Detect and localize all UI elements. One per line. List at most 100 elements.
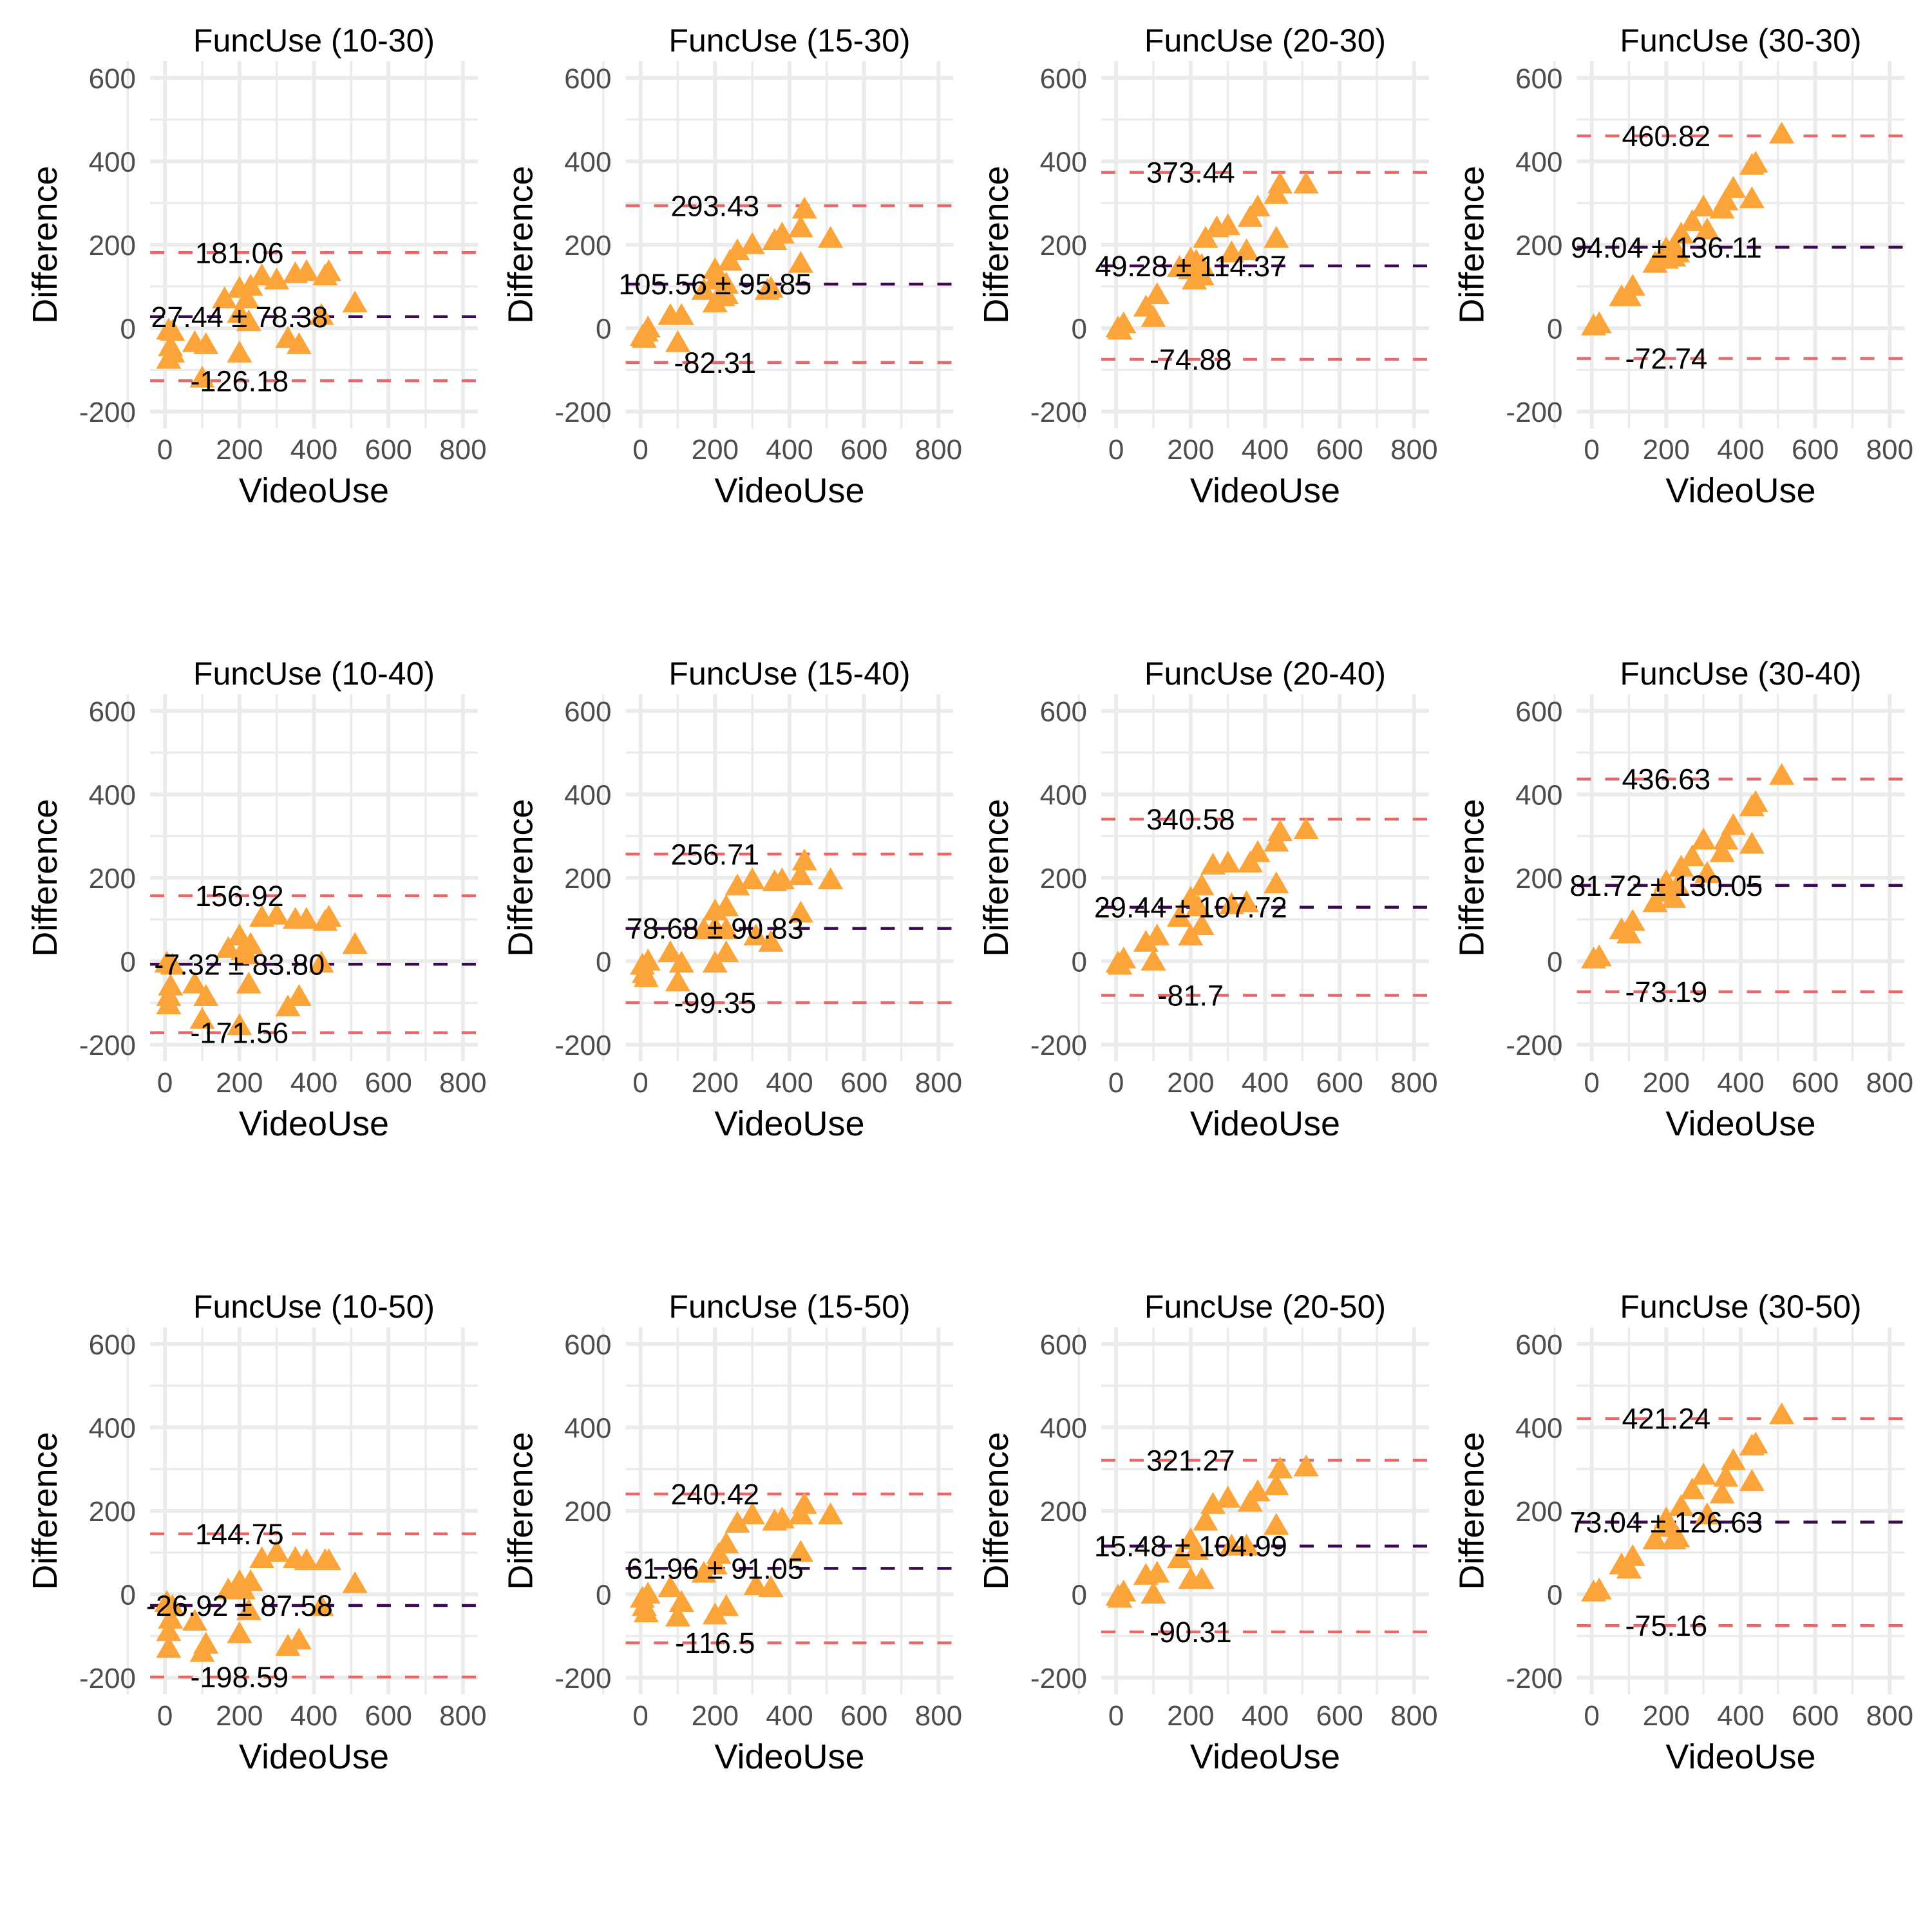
data-point — [1293, 817, 1319, 839]
data-point — [1739, 831, 1765, 854]
lower-limit-label: -126.18 — [191, 365, 289, 397]
y-tick-label: 200 — [564, 863, 611, 895]
data-point — [1245, 840, 1271, 862]
data-point — [788, 1540, 813, 1562]
data-point — [1690, 194, 1716, 217]
data-point — [212, 286, 238, 308]
x-tick-label: 800 — [1866, 1067, 1913, 1099]
lower-limit-label: -198.59 — [191, 1661, 289, 1694]
y-tick-label: 0 — [1072, 947, 1087, 978]
data-point — [633, 319, 659, 342]
data-point — [1193, 1508, 1218, 1531]
data-points — [1580, 121, 1795, 336]
data-point — [658, 940, 683, 963]
x-tick-label: 0 — [157, 434, 173, 466]
x-tick-label: 600 — [840, 1700, 887, 1732]
data-point — [739, 232, 765, 254]
mean-bias-label: -26.92 ± 87.58 — [146, 1589, 333, 1622]
y-tick-label: 400 — [1040, 1412, 1087, 1444]
x-tick-label: 600 — [1792, 434, 1839, 466]
data-point — [1185, 894, 1211, 916]
x-tick-label: 200 — [216, 434, 263, 466]
data-point — [1586, 944, 1612, 967]
data-point — [1620, 1544, 1645, 1566]
data-point — [189, 1007, 215, 1029]
y-axis-title: Difference — [26, 799, 64, 956]
panel-title: FuncUse (10-30) — [193, 23, 435, 59]
x-axis-title: VideoUse — [714, 1104, 864, 1143]
data-points — [1105, 817, 1319, 975]
x-tick-label: 200 — [1643, 1067, 1690, 1099]
y-tick-label: -200 — [1030, 1030, 1087, 1061]
data-point — [294, 259, 319, 281]
data-point — [294, 907, 319, 929]
x-tick-label: 600 — [1792, 1700, 1839, 1732]
data-point — [791, 1492, 817, 1514]
y-axis-title: Difference — [977, 799, 1016, 956]
data-point — [1668, 1493, 1694, 1516]
data-points — [154, 902, 368, 1036]
data-points — [1105, 171, 1319, 340]
y-tick-label: 600 — [564, 696, 611, 728]
data-point — [156, 1636, 182, 1658]
lower-limit-label: -81.7 — [1158, 979, 1224, 1012]
y-tick-label: 400 — [1515, 779, 1562, 811]
y-axis-title: Difference — [26, 1432, 64, 1589]
x-tick-label: 200 — [1643, 434, 1690, 466]
gridlines — [126, 61, 478, 428]
data-point — [1215, 1486, 1241, 1508]
data-point — [714, 917, 739, 940]
x-axis-title: VideoUse — [714, 1738, 864, 1776]
data-point — [1189, 263, 1215, 286]
panel-title: FuncUse (10-40) — [193, 656, 435, 692]
data-point — [1616, 1557, 1642, 1579]
gridlines — [1553, 1327, 1905, 1694]
x-tick-label: 200 — [216, 1700, 263, 1732]
y-tick-label: 600 — [1515, 696, 1562, 728]
y-tick-label: 600 — [89, 1329, 136, 1361]
data-point — [724, 1510, 750, 1533]
data-point — [1769, 762, 1795, 785]
mean-bias-label: 29.44 ± 107.72 — [1094, 891, 1287, 924]
y-tick-label: -200 — [79, 1663, 136, 1694]
data-point — [1141, 1581, 1166, 1604]
panel-15-40: 256.71 -99.35 78.68 ± 90.83 FuncUse (15-40)… — [502, 656, 963, 1143]
data-point — [1616, 921, 1642, 943]
panel-title: FuncUse (10-50) — [193, 1289, 435, 1325]
data-point — [1264, 1473, 1289, 1495]
y-tick-label: 400 — [564, 779, 611, 811]
data-point — [1267, 171, 1293, 194]
data-points — [154, 1540, 368, 1662]
y-tick-label: 0 — [120, 314, 136, 345]
x-tick-label: 0 — [632, 1067, 648, 1099]
data-point — [160, 319, 185, 341]
x-tick-label: 400 — [766, 434, 813, 466]
x-tick-label: 600 — [1316, 434, 1363, 466]
panel-title: FuncUse (15-30) — [668, 23, 910, 59]
panel-15-50: 240.42 -116.5 61.96 ± 91.05 FuncUse (15-50)… — [502, 1289, 963, 1776]
y-tick-label: 200 — [564, 1496, 611, 1528]
panel-title: FuncUse (20-30) — [1144, 23, 1386, 59]
upper-limit-label: 421.24 — [1622, 1403, 1710, 1435]
x-axis-title: VideoUse — [714, 471, 864, 510]
data-point — [1107, 1586, 1133, 1608]
y-tick-label: 0 — [596, 314, 611, 345]
data-point — [1234, 890, 1260, 913]
data-point — [714, 1531, 739, 1554]
data-point — [275, 1633, 301, 1656]
data-point — [724, 238, 750, 261]
data-point — [818, 225, 844, 248]
data-point — [1586, 311, 1612, 334]
y-tick-label: 600 — [1515, 1329, 1562, 1361]
data-point — [1713, 828, 1739, 850]
data-point — [193, 332, 219, 354]
x-tick-label: 0 — [157, 1700, 173, 1732]
panel-title: FuncUse (30-50) — [1620, 1289, 1861, 1325]
data-point — [633, 1600, 659, 1623]
y-tick-label: -200 — [79, 397, 136, 428]
panel-15-30: 293.43 -82.31 105.56 ± 95.85 FuncUse (15-30… — [502, 23, 963, 510]
data-point — [1264, 225, 1289, 248]
x-tick-label: 400 — [766, 1067, 813, 1099]
lower-limit-label: -74.88 — [1150, 343, 1232, 376]
data-point — [1264, 1513, 1289, 1535]
